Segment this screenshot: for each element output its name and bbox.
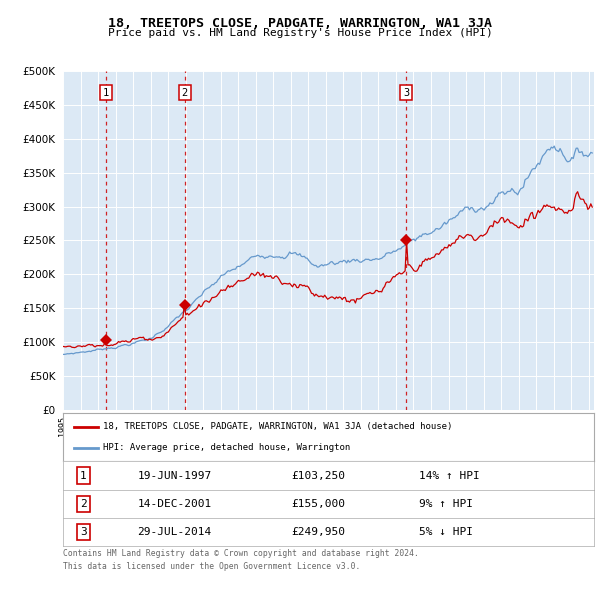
Text: Contains HM Land Registry data © Crown copyright and database right 2024.: Contains HM Land Registry data © Crown c… <box>63 549 419 558</box>
Text: 1: 1 <box>103 87 109 97</box>
Text: 14-DEC-2001: 14-DEC-2001 <box>137 499 212 509</box>
Text: 14% ↑ HPI: 14% ↑ HPI <box>419 471 479 480</box>
Text: 19-JUN-1997: 19-JUN-1997 <box>137 471 212 480</box>
Text: 18, TREETOPS CLOSE, PADGATE, WARRINGTON, WA1 3JA: 18, TREETOPS CLOSE, PADGATE, WARRINGTON,… <box>108 17 492 30</box>
Text: 2: 2 <box>80 499 86 509</box>
Text: 18, TREETOPS CLOSE, PADGATE, WARRINGTON, WA1 3JA (detached house): 18, TREETOPS CLOSE, PADGATE, WARRINGTON,… <box>103 422 452 431</box>
Text: 2: 2 <box>182 87 188 97</box>
Text: 29-JUL-2014: 29-JUL-2014 <box>137 527 212 537</box>
Text: £155,000: £155,000 <box>292 499 346 509</box>
Text: £249,950: £249,950 <box>292 527 346 537</box>
Text: 1: 1 <box>80 471 86 480</box>
Text: 9% ↑ HPI: 9% ↑ HPI <box>419 499 473 509</box>
Text: Price paid vs. HM Land Registry's House Price Index (HPI): Price paid vs. HM Land Registry's House … <box>107 28 493 38</box>
Text: HPI: Average price, detached house, Warrington: HPI: Average price, detached house, Warr… <box>103 443 350 453</box>
Text: 3: 3 <box>80 527 86 537</box>
Text: This data is licensed under the Open Government Licence v3.0.: This data is licensed under the Open Gov… <box>63 562 361 571</box>
Text: 3: 3 <box>403 87 409 97</box>
Text: £103,250: £103,250 <box>292 471 346 480</box>
Text: 5% ↓ HPI: 5% ↓ HPI <box>419 527 473 537</box>
